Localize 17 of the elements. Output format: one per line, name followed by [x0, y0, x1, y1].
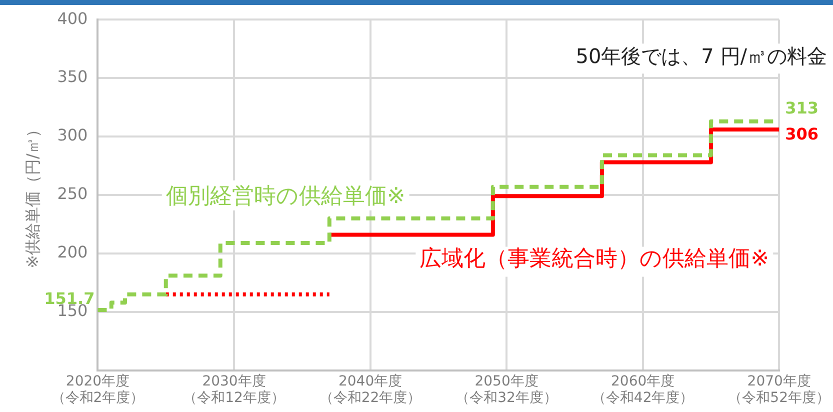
y-tick-label: 200 [57, 242, 88, 262]
x-tick-label: 2050年度（令和32年度） [456, 373, 558, 406]
y-axis-title: ※供給単価（円/㎥） [22, 122, 42, 268]
y-tick-label: 250 [57, 184, 88, 204]
data-label: 313 [785, 98, 818, 118]
y-tick-label: 300 [57, 126, 88, 145]
series-label: 個別経営時の供給単価※ [166, 184, 406, 210]
x-tick-label: 2020年度（令和2年度） [51, 373, 144, 406]
y-tick-label: 350 [57, 67, 88, 86]
x-tick-label: 2040年度（令和22年度） [319, 373, 422, 406]
data-label: 306 [785, 124, 818, 144]
annotation: 50年後では、7 円/㎥の料金 [576, 44, 827, 68]
x-tick-label: 2070年度（令和52年度） [728, 373, 830, 406]
series-label: 広域化（事業統合時）の供給単価※ [420, 246, 770, 272]
y-tick-label: 400 [57, 8, 88, 28]
x-tick-label: 2030年度（令和12年度） [183, 373, 285, 406]
x-tick-label: 2060年度（令和42年度） [592, 373, 694, 406]
